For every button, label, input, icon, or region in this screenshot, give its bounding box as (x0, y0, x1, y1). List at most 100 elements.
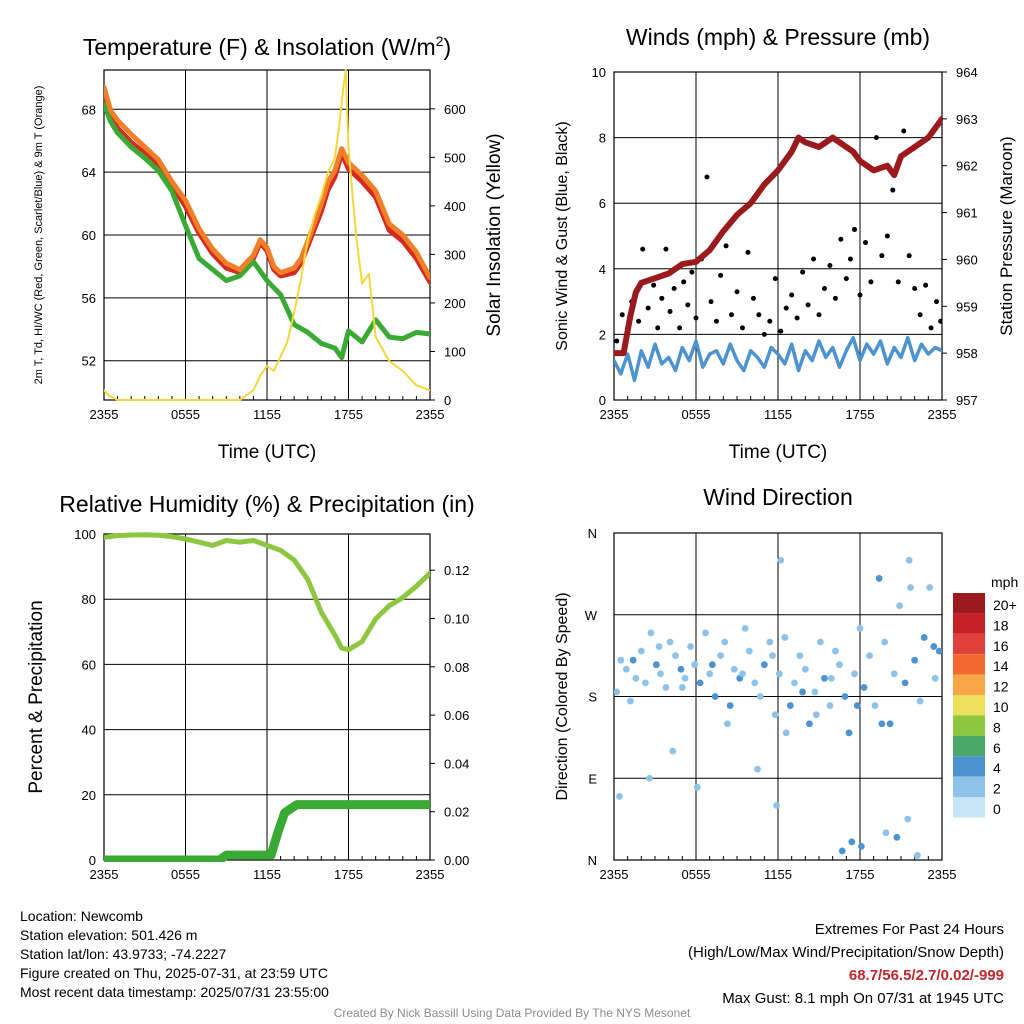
y-tick-label: 80 (82, 592, 96, 607)
direction-point (687, 643, 694, 650)
station-elevation: Station elevation: 501.426 m (20, 927, 198, 943)
winds-panel: Winds (mph) & Pressure (mb) 2355 0555 1155 1… (554, 24, 1016, 463)
y2-axis-label: Solar Insolation (Yellow) (484, 133, 505, 336)
direction-point (632, 674, 640, 682)
x-tick-label: 0555 (171, 867, 200, 882)
direction-point (857, 842, 865, 850)
legend-swatch (953, 613, 985, 634)
legend-swatch (953, 674, 985, 695)
gust-point (879, 253, 885, 259)
gust-point (928, 325, 934, 331)
y2-tick-label: 600 (444, 102, 466, 117)
y-tick-label: 60 (82, 657, 96, 672)
gust-point (750, 295, 756, 301)
direction-point (672, 652, 679, 660)
direction-point (751, 679, 759, 687)
x-tick-label: 1755 (846, 867, 875, 882)
direction-point (838, 847, 846, 855)
y2-tick-label: 400 (444, 199, 466, 214)
direction-point (637, 647, 645, 655)
direction-point (848, 838, 856, 846)
legend-label: 20+ (993, 597, 1017, 613)
extremes-info: Extremes For Past 24 Hours (High/Low/Max… (688, 918, 1004, 1010)
direction-point (881, 638, 888, 646)
x-tick-label: 0555 (682, 867, 711, 882)
y2-tick-label: 959 (956, 299, 978, 314)
direction-point (702, 629, 709, 637)
y-tick-label: 10 (592, 65, 606, 80)
direction-point (652, 661, 660, 669)
title-suffix: ) (443, 34, 451, 60)
legend-swatch (953, 593, 985, 614)
direction-point (886, 720, 894, 728)
direction-point (706, 670, 714, 678)
direction-point (693, 783, 701, 791)
legend-swatch (953, 695, 985, 716)
direction-point (696, 679, 704, 687)
y-tick-label: 6 (599, 196, 606, 211)
extremes-subheading: (High/Low/Max Wind/Precipitation/Snow De… (688, 944, 1004, 961)
direction-point (851, 670, 858, 678)
direction-point (627, 697, 634, 705)
y2-tick-label: 963 (956, 112, 978, 127)
direction-point (832, 647, 839, 655)
series-group (614, 556, 942, 859)
direction-point (901, 679, 909, 687)
gust-point (852, 226, 858, 232)
extremes-heading: Extremes For Past 24 Hours (814, 921, 1004, 938)
y2-tick-label: 0.02 (444, 805, 469, 820)
direction-point (691, 661, 699, 669)
direction-point (893, 833, 901, 841)
y-tick-label: 20 (82, 788, 96, 803)
temperature-panel: Temperature (F) & Insolation (W/m2)2355 0… (33, 33, 505, 463)
legend-swatch (953, 797, 985, 818)
chart-title: Relative Humidity (%) & Precipitation (i… (59, 491, 474, 517)
direction-point (826, 702, 834, 709)
series-line-precipitation (104, 800, 430, 862)
direction-point (914, 852, 921, 859)
y2-tick-label: 0.12 (444, 563, 469, 578)
direction-point (890, 670, 898, 678)
y2-axis-label: Station Pressure (Maroon) (997, 136, 1016, 335)
gust-point (671, 285, 677, 291)
gust-point (811, 256, 817, 262)
direction-point (866, 652, 873, 660)
direction-point (821, 674, 828, 682)
x-tick-label: 2355 (416, 867, 445, 882)
series-group (104, 532, 430, 862)
direction-point (730, 665, 738, 673)
gust-point (767, 318, 773, 324)
credit-line: Created By Nick Bassill Using Data Provi… (333, 1006, 691, 1020)
direction-point (773, 802, 781, 809)
y-tick-label: 100 (74, 527, 96, 542)
direction-point (760, 661, 768, 669)
y-axis-label: Percent & Precipitation (26, 600, 47, 793)
y2-tick-label: 0.00 (444, 853, 469, 868)
gust-point (923, 282, 929, 288)
legend-label: 2 (993, 781, 1001, 797)
gust-point (681, 279, 687, 285)
y2-tick-label: 200 (444, 296, 466, 311)
gust-point (614, 338, 620, 344)
gust-point (619, 312, 625, 318)
gust-point (663, 246, 669, 252)
gust-point (868, 279, 874, 285)
gust-point (723, 243, 729, 249)
direction-point (756, 693, 764, 700)
direction-point (741, 624, 749, 632)
gust-point (821, 285, 827, 291)
x-axis-label: Time (UTC) (218, 442, 317, 463)
gust-point (800, 269, 806, 275)
y-tick-label: 60 (82, 228, 96, 243)
legend-label: 8 (993, 719, 1001, 735)
direction-point (816, 638, 824, 646)
y-tick-label: 56 (82, 291, 96, 306)
x-tick-label: 1755 (334, 407, 363, 422)
y2-tick-label: 0.08 (444, 660, 469, 675)
gust-point (862, 240, 868, 246)
gust-point (745, 249, 751, 255)
direction-point (871, 702, 879, 709)
y2-tick-label: 958 (956, 346, 978, 361)
x-tick-label: 2355 (928, 407, 957, 422)
direction-point (614, 688, 621, 696)
